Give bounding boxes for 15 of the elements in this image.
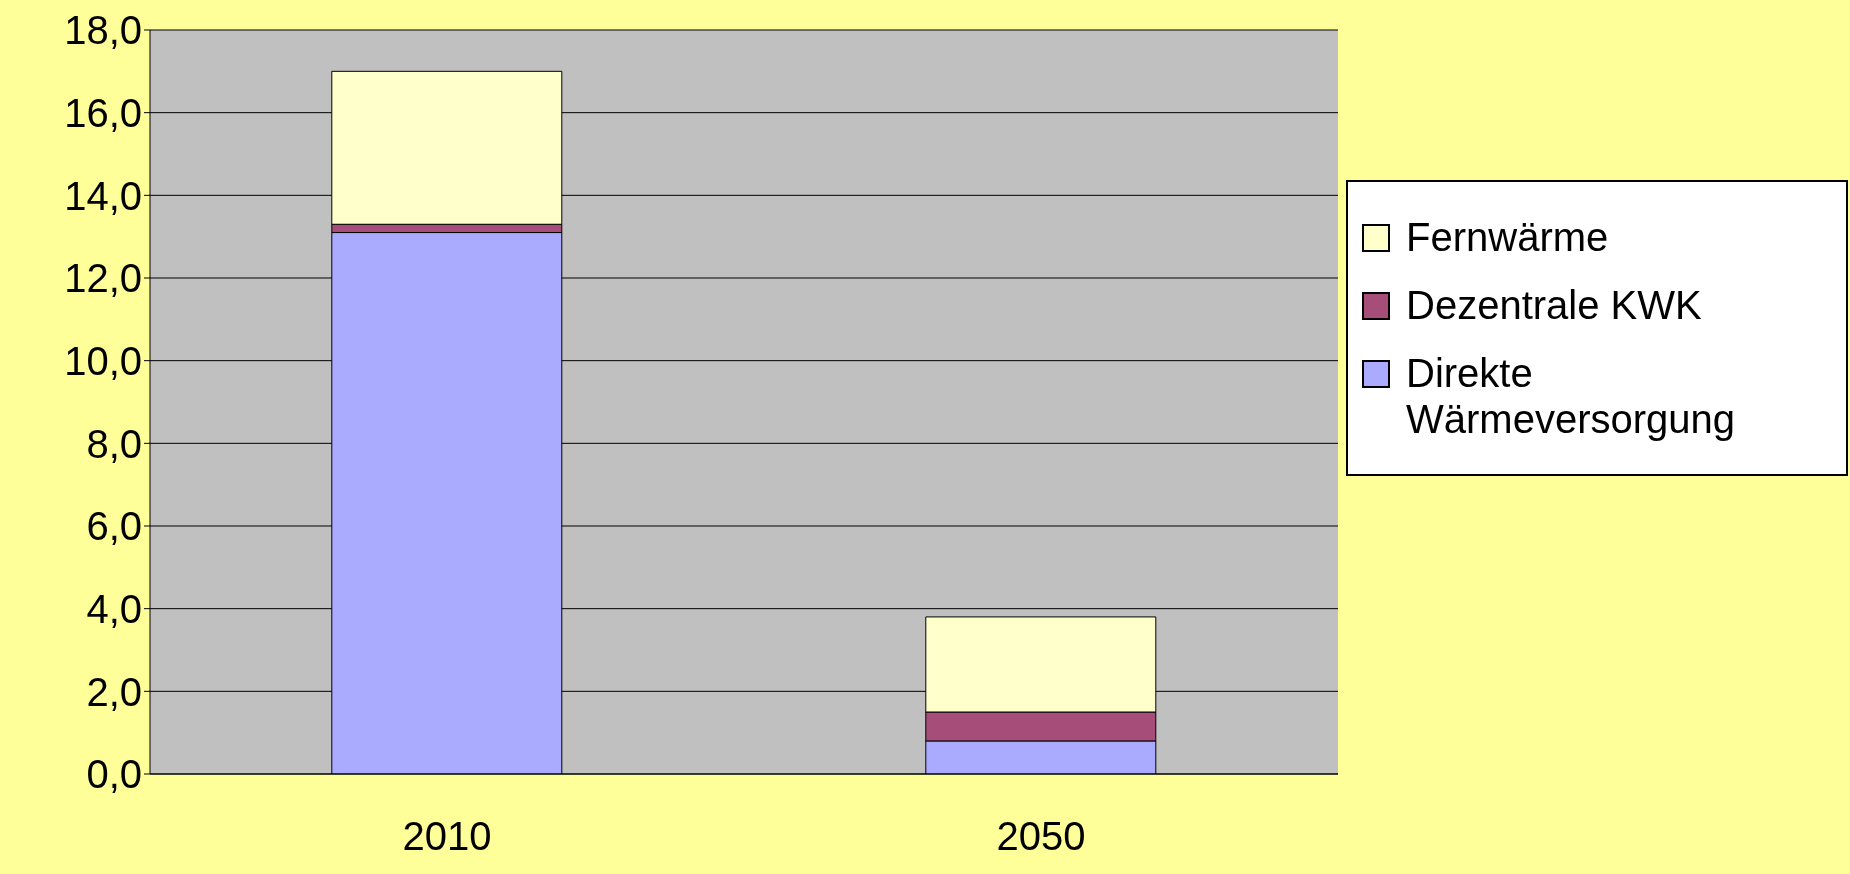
y-tick-label: 10,0: [64, 338, 142, 383]
y-tick-label: 6,0: [86, 504, 142, 549]
legend-label: Dezentrale KWK: [1406, 282, 1702, 328]
y-tick-label: 16,0: [64, 90, 142, 135]
y-tick-label: 4,0: [86, 586, 142, 631]
y-tick-label: 14,0: [64, 173, 142, 218]
y-tick-label: 8,0: [86, 421, 142, 466]
legend-label: Fernwärme: [1406, 214, 1609, 260]
y-tick-label: 2,0: [86, 669, 142, 714]
y-tick-label: 18,0: [64, 8, 142, 53]
x-tick-label: 2050: [996, 814, 1086, 859]
y-tick-label: 12,0: [64, 256, 142, 301]
legend-label: Direkte Wärmeversorgung: [1406, 350, 1736, 442]
x-tick-label: 2010: [402, 814, 492, 859]
y-tick-label: 0,0: [86, 752, 142, 797]
